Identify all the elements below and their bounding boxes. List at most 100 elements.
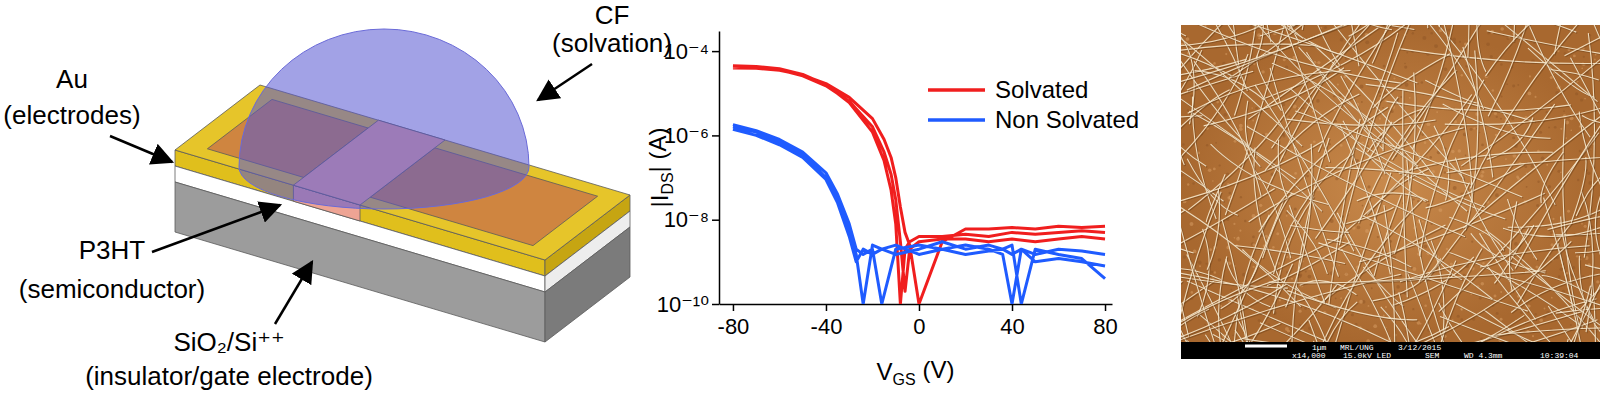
info-text: 10:39:04 <box>1540 351 1579 360</box>
grain <box>1306 175 1309 178</box>
grain <box>1230 289 1232 291</box>
grain <box>1528 92 1532 96</box>
grain <box>1560 267 1564 271</box>
grain <box>1512 84 1515 87</box>
pointer-arrow <box>538 64 592 100</box>
grain <box>1557 170 1560 173</box>
fiber-shadow <box>1541 287 1592 342</box>
fiber <box>1181 54 1248 164</box>
grain <box>1361 141 1363 143</box>
grain <box>1218 258 1221 261</box>
label-part: | (A) <box>644 127 671 172</box>
grain <box>1338 264 1340 266</box>
fiber-shadow <box>1550 70 1600 81</box>
diagram-label-subtitle: (electrodes) <box>3 100 140 130</box>
grain <box>1396 285 1400 289</box>
grain <box>1526 186 1528 188</box>
grain <box>1367 185 1370 188</box>
grain <box>1473 127 1475 129</box>
grain <box>1252 236 1255 239</box>
tick-mark <box>712 219 719 221</box>
grain <box>1259 204 1262 207</box>
grain <box>1539 131 1542 134</box>
grain <box>1537 181 1539 183</box>
grain <box>1393 77 1395 79</box>
grain <box>1480 174 1483 177</box>
grain <box>1565 137 1567 139</box>
grain <box>1550 104 1552 106</box>
fiber-shadow <box>1364 217 1494 300</box>
fiber <box>1549 69 1599 80</box>
fiber-shadow <box>1208 189 1220 271</box>
fiber-shadow <box>1296 112 1523 198</box>
tick-mark <box>712 135 719 137</box>
fiber-shadow <box>1385 206 1396 342</box>
grain <box>1199 265 1201 267</box>
grain <box>1261 70 1264 73</box>
fiber-shadow <box>1291 227 1349 234</box>
grain <box>1365 40 1369 44</box>
grain <box>1294 207 1297 210</box>
diagram-label-subtitle: (insulator/gate electrode) <box>85 361 373 391</box>
grain <box>1250 26 1253 29</box>
fiber-shadow <box>1478 25 1487 73</box>
grain <box>1490 55 1493 58</box>
grain <box>1424 141 1427 144</box>
grain <box>1216 101 1219 104</box>
grain <box>1232 334 1234 336</box>
fiber-shadow <box>1267 25 1275 43</box>
fiber-shadow <box>1188 160 1239 216</box>
fiber <box>1499 263 1600 342</box>
fiber <box>1384 205 1395 342</box>
grain <box>1287 330 1290 333</box>
grain <box>1286 256 1288 258</box>
tick: 10⁻⁸ <box>664 207 719 232</box>
grain <box>1257 33 1261 37</box>
grain <box>1567 210 1570 213</box>
grain <box>1406 52 1408 54</box>
grain <box>1531 165 1534 168</box>
grain <box>1453 186 1457 190</box>
grain <box>1379 117 1381 119</box>
grain <box>1486 42 1490 46</box>
grain <box>1529 75 1531 77</box>
fiber <box>1491 328 1600 336</box>
grain <box>1424 245 1428 249</box>
grain <box>1251 107 1253 109</box>
tick-label: -40 <box>811 314 843 339</box>
fiber <box>1181 25 1303 38</box>
fiber-shadow <box>1346 208 1394 224</box>
grain <box>1579 150 1582 153</box>
fiber-shadow <box>1576 220 1600 253</box>
grain <box>1229 192 1232 195</box>
grain <box>1335 298 1337 300</box>
grain <box>1234 237 1236 239</box>
grain <box>1577 179 1579 181</box>
fiber <box>1260 323 1470 342</box>
grain <box>1573 54 1576 57</box>
fiber-shadow <box>1181 280 1281 330</box>
grain <box>1551 297 1553 299</box>
diagram-label-title: SiO₂/Si⁺⁺ <box>173 327 284 357</box>
grain <box>1204 324 1206 326</box>
grain <box>1258 319 1261 322</box>
fiber-shadow <box>1487 25 1569 77</box>
fiber-shadow <box>1455 25 1470 58</box>
fiber-shadow <box>1420 184 1471 283</box>
tick: 40 <box>1000 304 1024 339</box>
grain <box>1553 72 1555 74</box>
grain <box>1434 44 1438 48</box>
fiber <box>1470 25 1579 189</box>
diagram-label-title: CF <box>595 0 630 30</box>
grain <box>1422 221 1424 223</box>
grain <box>1367 145 1369 147</box>
fiber-shadow <box>1246 102 1261 168</box>
fiber <box>1235 330 1293 342</box>
fiber <box>1441 312 1582 342</box>
series-line <box>733 66 1105 304</box>
grain <box>1550 76 1553 79</box>
axis-line <box>719 32 721 305</box>
micrograph: 1µmMRL/UNG3/12/2015x14,00015.0kV LEDSEMW… <box>986 0 1600 393</box>
fiber <box>1181 25 1186 36</box>
tick-label: 0 <box>913 314 925 339</box>
